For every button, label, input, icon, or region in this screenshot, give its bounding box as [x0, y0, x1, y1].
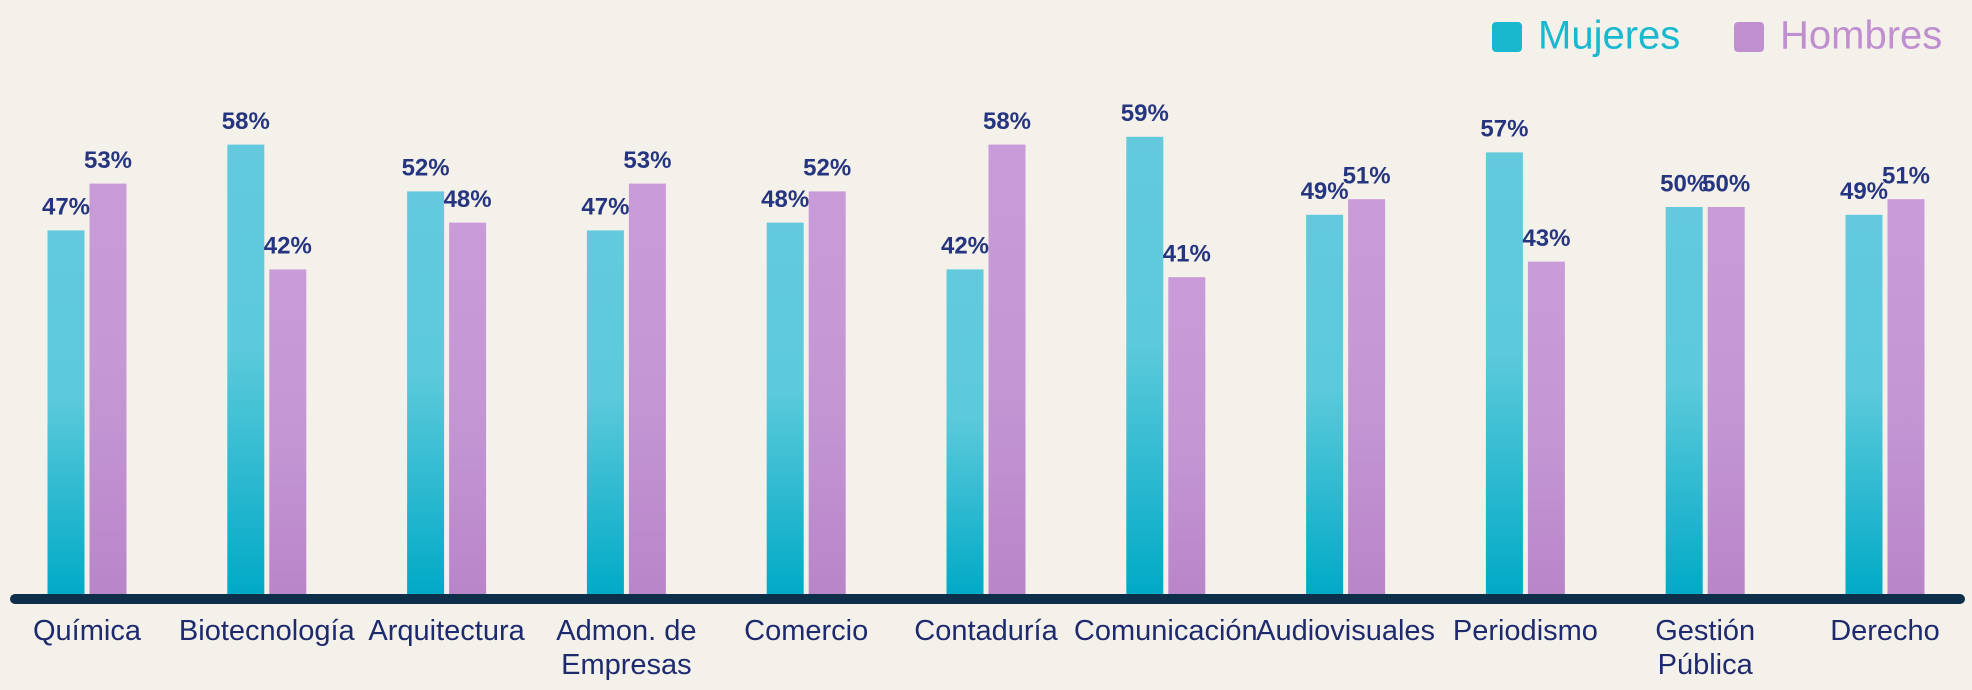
value-label: 50% — [1702, 170, 1750, 197]
x-tick-label: Audiovisuales — [1256, 615, 1436, 647]
bar — [449, 222, 487, 597]
x-tick-label: Gestión Pública — [1655, 615, 1756, 681]
value-label: 43% — [1522, 225, 1570, 252]
bar — [766, 222, 804, 597]
x-tick-label: Química — [33, 615, 141, 647]
value-label: 47% — [42, 194, 90, 221]
value-label: 42% — [264, 233, 312, 260]
x-tick-label: Derecho — [1830, 615, 1940, 647]
value-label: 59% — [1121, 100, 1169, 127]
bar — [47, 230, 85, 597]
bar — [89, 183, 127, 597]
value-label: 57% — [1480, 116, 1528, 143]
legend-swatch — [1492, 22, 1522, 52]
x-tick-label: Admon. de Empresas — [556, 615, 697, 681]
value-label: 49% — [1301, 178, 1349, 205]
value-label: 52% — [803, 155, 851, 182]
value-label: 53% — [623, 147, 671, 174]
value-label: 51% — [1882, 163, 1930, 190]
value-label: 53% — [84, 147, 132, 174]
bar — [1126, 136, 1164, 598]
legend-swatch — [1734, 22, 1764, 52]
value-label: 47% — [581, 194, 629, 221]
bar — [227, 144, 265, 597]
bar — [628, 183, 666, 597]
bar — [1306, 214, 1344, 598]
legend-text: Hombres — [1780, 14, 1942, 58]
value-label: 58% — [983, 108, 1031, 135]
value-label: 41% — [1163, 241, 1211, 268]
bar — [1168, 277, 1206, 597]
bar — [1665, 207, 1703, 597]
x-tick-label: Periodismo — [1452, 615, 1598, 647]
value-label: 51% — [1343, 163, 1391, 190]
legend-text: Mujeres — [1538, 14, 1680, 58]
x-tick-label: Contaduría — [914, 615, 1058, 647]
x-tick-label: Comercio — [744, 615, 869, 647]
bar — [808, 191, 846, 597]
value-label: 42% — [941, 233, 989, 260]
bar — [586, 230, 624, 597]
x-tick-label: Comunicación — [1073, 615, 1258, 647]
value-label: 50% — [1660, 170, 1708, 197]
value-label: 58% — [222, 108, 270, 135]
value-label: 48% — [444, 186, 492, 213]
bar — [269, 269, 307, 597]
bar — [988, 144, 1026, 597]
bar — [1707, 207, 1745, 597]
value-label: 49% — [1840, 178, 1888, 205]
bar — [1485, 152, 1523, 597]
bar — [1527, 261, 1565, 597]
x-tick-label: Biotecnología — [178, 615, 355, 647]
value-label: 48% — [761, 186, 809, 213]
value-label: 52% — [402, 155, 450, 182]
bar — [1887, 199, 1925, 597]
bar — [1845, 214, 1883, 598]
x-tick-label: Arquitectura — [368, 615, 525, 647]
bar — [946, 269, 984, 597]
bar — [407, 191, 445, 597]
bar — [1348, 199, 1386, 597]
